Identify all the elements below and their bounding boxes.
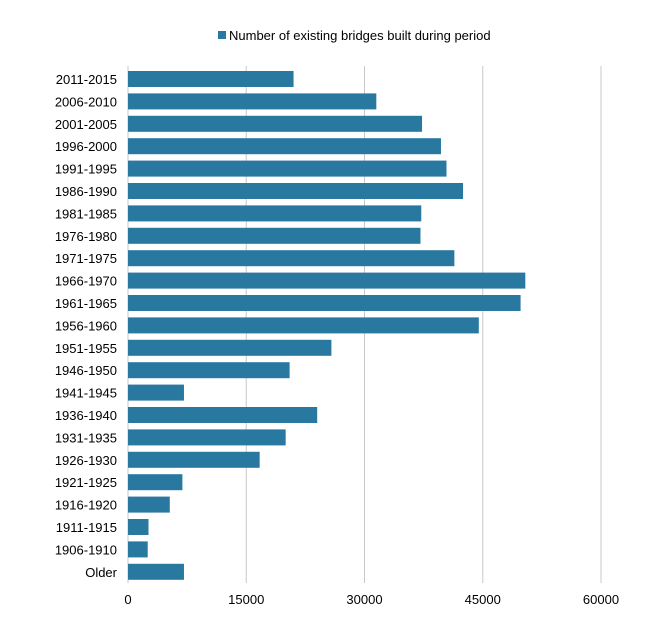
- category-label-2011-2015: 2011-2015: [56, 72, 117, 87]
- category-label-1986-1990: 1986-1990: [55, 184, 117, 199]
- bar-1981-1985: [128, 205, 422, 222]
- bar-1991-1995: [128, 160, 447, 177]
- category-label-1931-1935: 1931-1935: [55, 430, 117, 445]
- category-label-1996-2000: 1996-2000: [55, 139, 117, 154]
- bar-1961-1965: [128, 295, 521, 311]
- category-label-2001-2005: 2001-2005: [55, 117, 117, 132]
- category-label-1961-1965: 1961-1965: [55, 296, 117, 311]
- bar-2011-2015: [128, 71, 294, 87]
- category-label-1981-1985: 1981-1985: [55, 206, 117, 221]
- category-label-1906-1910: 1906-1910: [55, 542, 117, 557]
- bar-1931-1935: [128, 429, 286, 446]
- bar-1916-1920: [128, 496, 170, 513]
- x-axis-labels: 0 15000 30000 45000 60000: [124, 592, 619, 607]
- category-label-1991-1995: 1991-1995: [55, 162, 117, 177]
- category-label-1946-1950: 1946-1950: [55, 363, 117, 378]
- category-label-1911-1915: 1911-1915: [56, 520, 117, 535]
- category-label-1926-1930: 1926-1930: [55, 453, 117, 468]
- category-label-1976-1980: 1976-1980: [55, 229, 117, 244]
- bar-older: [128, 563, 184, 580]
- bar-1921-1925: [128, 474, 183, 491]
- category-label-1921-1925: 1921-1925: [55, 475, 117, 490]
- category-label-1936-1940: 1936-1940: [55, 408, 117, 423]
- x-tick-label-15000: 15000: [228, 592, 264, 607]
- bar-1986-1990: [128, 183, 464, 199]
- bar-1966-1970: [128, 272, 526, 289]
- bar-1936-1940: [128, 407, 318, 423]
- bar-1946-1950: [128, 362, 290, 379]
- category-label-1951-1955: 1951-1955: [55, 341, 117, 356]
- x-tick-label-45000: 45000: [465, 592, 501, 607]
- bar-1976-1980: [128, 227, 421, 244]
- category-label-1956-1960: 1956-1960: [55, 318, 117, 333]
- legend: Number of existing bridges built during …: [218, 28, 491, 43]
- bar-2006-2010: [128, 93, 377, 110]
- category-label-1966-1970: 1966-1970: [55, 274, 117, 289]
- legend-swatch: [218, 31, 226, 39]
- bar-1911-1915: [128, 519, 149, 535]
- legend-label: Number of existing bridges built during …: [229, 28, 491, 43]
- x-tick-label-0: 0: [124, 592, 131, 607]
- category-label-1941-1945: 1941-1945: [55, 386, 117, 401]
- bar-1926-1930: [128, 451, 260, 468]
- bar-1956-1960: [128, 317, 479, 334]
- bar-1996-2000: [128, 138, 441, 155]
- category-label-1971-1975: 1971-1975: [55, 251, 117, 266]
- bar-1971-1975: [128, 250, 455, 267]
- x-tick-label-60000: 60000: [583, 592, 619, 607]
- bars: [128, 71, 526, 580]
- category-label-1916-1920: 1916-1920: [55, 498, 117, 513]
- bar-1951-1955: [128, 339, 332, 356]
- x-tick-label-30000: 30000: [346, 592, 382, 607]
- category-label-older: Older: [85, 565, 117, 580]
- bar-2001-2005: [128, 115, 423, 132]
- category-label-2006-2010: 2006-2010: [55, 94, 117, 109]
- bar-1906-1910: [128, 541, 148, 558]
- bar-1941-1945: [128, 384, 184, 401]
- y-axis-labels: 2011-2015 2006-2010 2001-2005 1996-2000 1991…: [55, 72, 118, 580]
